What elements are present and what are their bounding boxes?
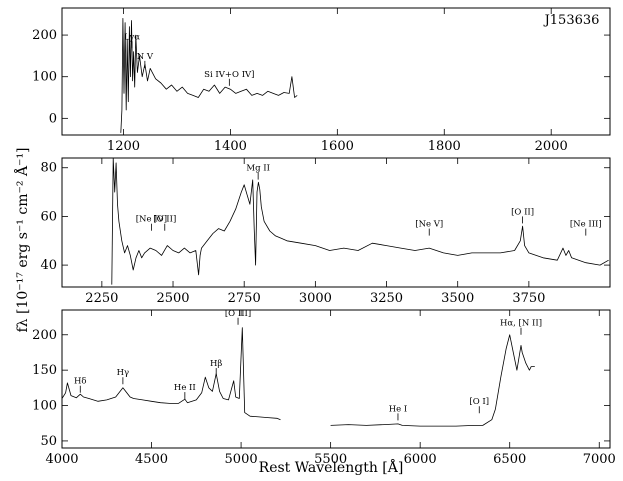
x-tick-label: 5000	[225, 452, 258, 467]
y-tick-label: 50	[40, 434, 57, 449]
line-label: [O I]	[469, 397, 489, 407]
object-label: J153636	[543, 13, 600, 28]
x-tick-label: 2500	[156, 291, 189, 306]
line-label: Hγ	[117, 368, 130, 378]
spectrum-line	[62, 327, 281, 421]
line-label: He I	[389, 404, 408, 414]
y-tick-label: 40	[40, 258, 57, 273]
x-tick-label: 7000	[583, 452, 616, 467]
line-label: [Ne V]	[415, 220, 443, 230]
line-label: Hα, [N II]	[500, 319, 542, 329]
y-axis-label: fλ [10⁻¹⁷ erg s⁻¹ cm⁻² Å⁻¹]	[13, 147, 31, 332]
y-tick-label: 100	[32, 70, 57, 85]
line-label: [O III]	[225, 309, 251, 319]
line-label: He II	[174, 383, 196, 393]
y-tick-label: 100	[32, 399, 57, 414]
spectrum-line	[120, 18, 298, 133]
x-tick-label: 1400	[214, 139, 247, 154]
x-tick-label: 3000	[299, 291, 332, 306]
panel-mid: 2250 2500 2750 3000 3250 3500 3750 40 60 80 [Ne IV…	[40, 157, 611, 306]
line-label: [O II]	[153, 215, 176, 225]
panel-uv: 1200 1400 1600 1800 2000 0 100 200 Lyα N V Si IV+O…	[32, 7, 611, 154]
line-label: Mg II	[246, 164, 270, 174]
panel-frame	[61, 309, 611, 449]
x-tick-label: 1800	[428, 139, 461, 154]
x-tick-label: 1200	[107, 139, 140, 154]
line-label: [O II]	[511, 207, 534, 217]
y-tick-label: 200	[32, 328, 57, 343]
panel-frame	[61, 157, 611, 288]
x-tick-label: 2000	[535, 139, 568, 154]
x-tick-label: 2750	[228, 291, 261, 306]
x-tick-label: 4500	[135, 452, 168, 467]
panels: 1200 1400 1600 1800 2000 0 100 200 Lyα N V Si IV+O…	[32, 7, 616, 467]
spectrum-line	[111, 158, 609, 285]
x-tick-label: 4000	[45, 452, 78, 467]
x-tick-label: 6500	[493, 452, 526, 467]
line-label: [Ne IV]	[136, 215, 167, 225]
x-tick-label: 3500	[441, 291, 474, 306]
line-label: Hδ	[74, 377, 87, 387]
y-tick-label: 80	[40, 161, 57, 176]
x-tick-label: 6000	[404, 452, 437, 467]
line-label: [Ne III]	[570, 220, 602, 230]
x-tick-label: 3250	[370, 291, 403, 306]
x-tick-label: 2250	[85, 291, 118, 306]
line-label: N V	[137, 52, 154, 62]
x-tick-label: 1600	[321, 139, 354, 154]
y-tick-label: 200	[32, 28, 57, 43]
x-tick-label: 5500	[314, 452, 347, 467]
line-label: Hβ	[210, 359, 222, 369]
y-tick-label: 150	[32, 363, 57, 378]
panel-frame	[61, 7, 611, 136]
panel-optical: 4000 4500 5000 5500 6000 6500 7000 50 100 150 200 H…	[32, 309, 616, 467]
y-tick-label: 0	[49, 111, 57, 126]
y-tick-label: 60	[40, 209, 57, 224]
line-label: Si IV+O IV]	[204, 70, 254, 80]
x-tick-label: 3750	[512, 291, 545, 306]
spectrum-line	[330, 334, 535, 427]
x-axis-label: Rest Wavelength [Å]	[259, 458, 404, 476]
line-label: Lyα	[124, 32, 140, 42]
